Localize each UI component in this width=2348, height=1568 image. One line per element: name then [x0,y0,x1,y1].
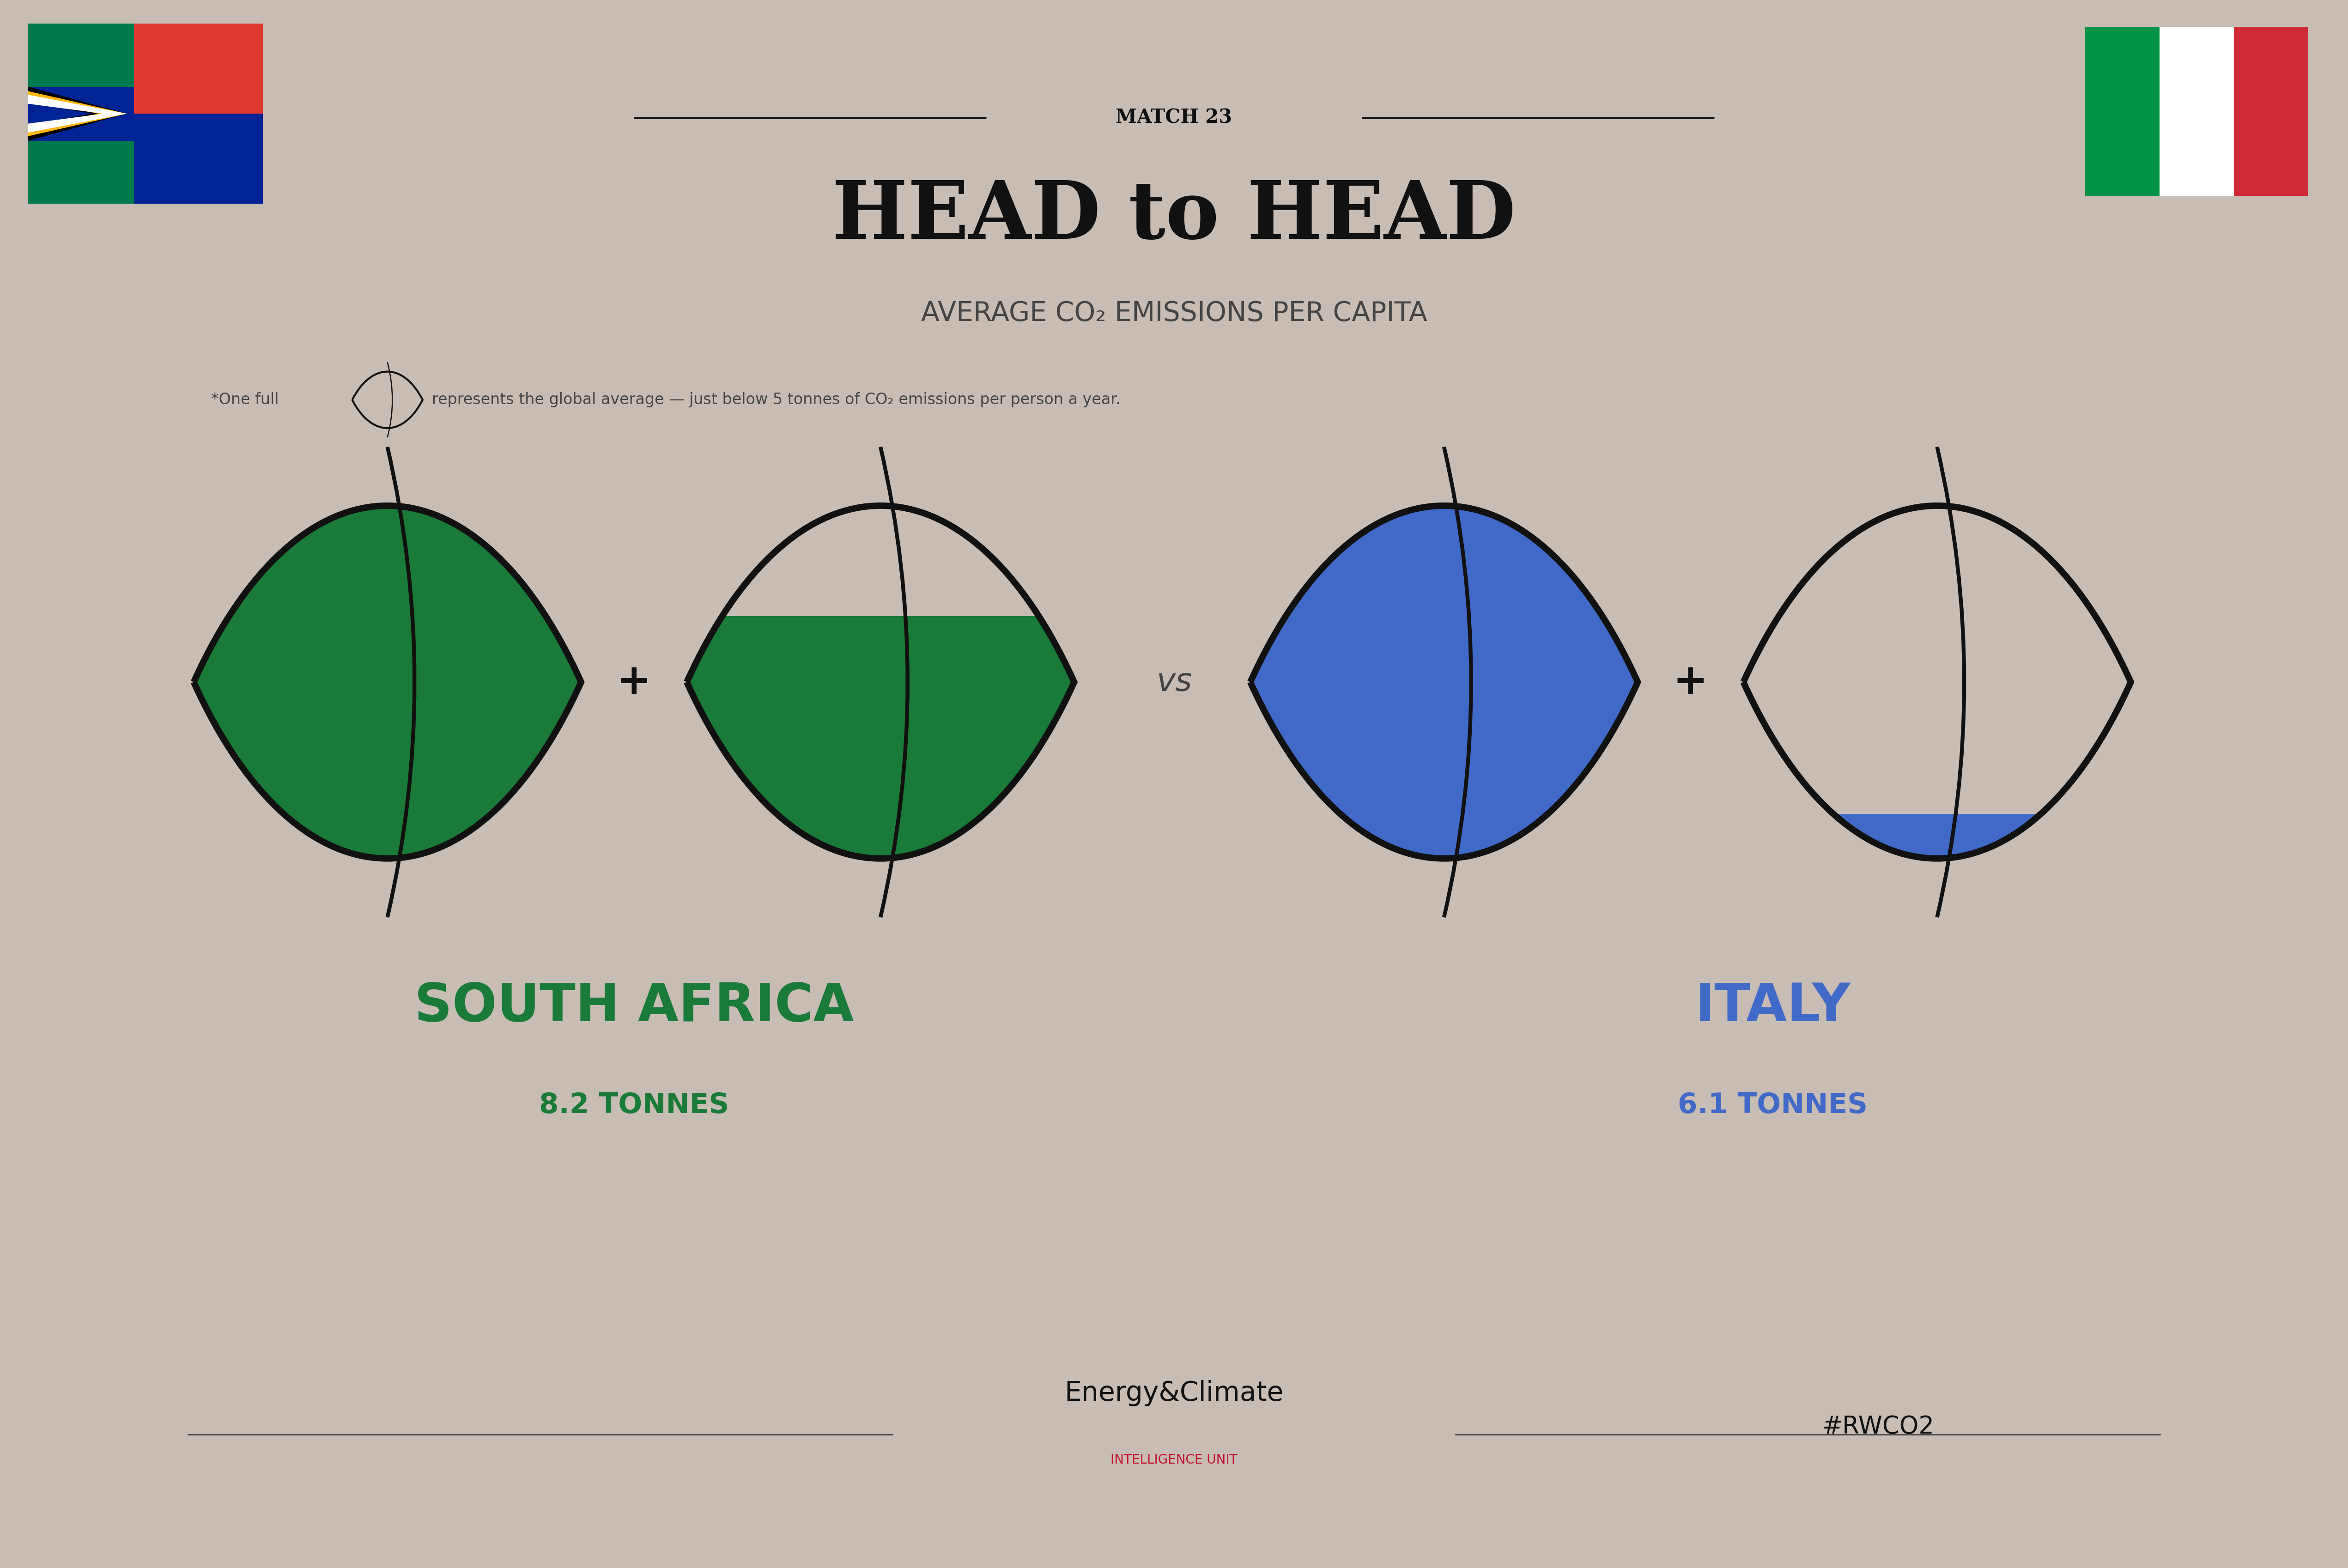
Polygon shape [28,24,157,86]
Text: INTELLIGENCE UNIT: INTELLIGENCE UNIT [1111,1454,1237,1466]
Polygon shape [28,94,127,133]
Polygon shape [28,91,127,136]
Polygon shape [1695,416,2179,814]
PathPatch shape [193,506,582,859]
Text: MATCH 23: MATCH 23 [1115,108,1233,127]
Polygon shape [639,416,1122,616]
Polygon shape [28,24,263,204]
PathPatch shape [686,506,1075,859]
Text: 6.1 TONNES: 6.1 TONNES [1679,1091,1867,1120]
Text: represents the global average — just below 5 tonnes of CO₂ emissions per person : represents the global average — just bel… [432,392,1120,408]
Text: *One full: *One full [211,392,279,408]
PathPatch shape [352,372,423,428]
PathPatch shape [1249,506,1637,859]
Text: Energy&Climate: Energy&Climate [1064,1380,1284,1406]
Text: ITALY: ITALY [1695,982,1850,1032]
Text: 8.2 TONNES: 8.2 TONNES [540,1091,728,1120]
PathPatch shape [1742,506,2132,859]
Polygon shape [28,141,157,204]
Text: +: + [618,662,650,702]
Text: vs: vs [1155,666,1193,698]
Text: AVERAGE CO₂ EMISSIONS PER CAPITA: AVERAGE CO₂ EMISSIONS PER CAPITA [920,301,1428,326]
Polygon shape [28,86,127,141]
Text: HEAD to HEAD: HEAD to HEAD [831,177,1517,256]
PathPatch shape [686,506,1075,859]
Polygon shape [2160,27,2233,196]
Polygon shape [134,24,263,114]
PathPatch shape [1742,506,2132,859]
PathPatch shape [193,506,582,859]
PathPatch shape [1249,506,1637,859]
Text: #RWCO2: #RWCO2 [1822,1414,1935,1439]
Text: +: + [1674,662,1707,702]
Text: SOUTH AFRICA: SOUTH AFRICA [413,982,855,1032]
Polygon shape [134,114,263,204]
Polygon shape [2085,27,2160,196]
Polygon shape [2233,27,2308,196]
